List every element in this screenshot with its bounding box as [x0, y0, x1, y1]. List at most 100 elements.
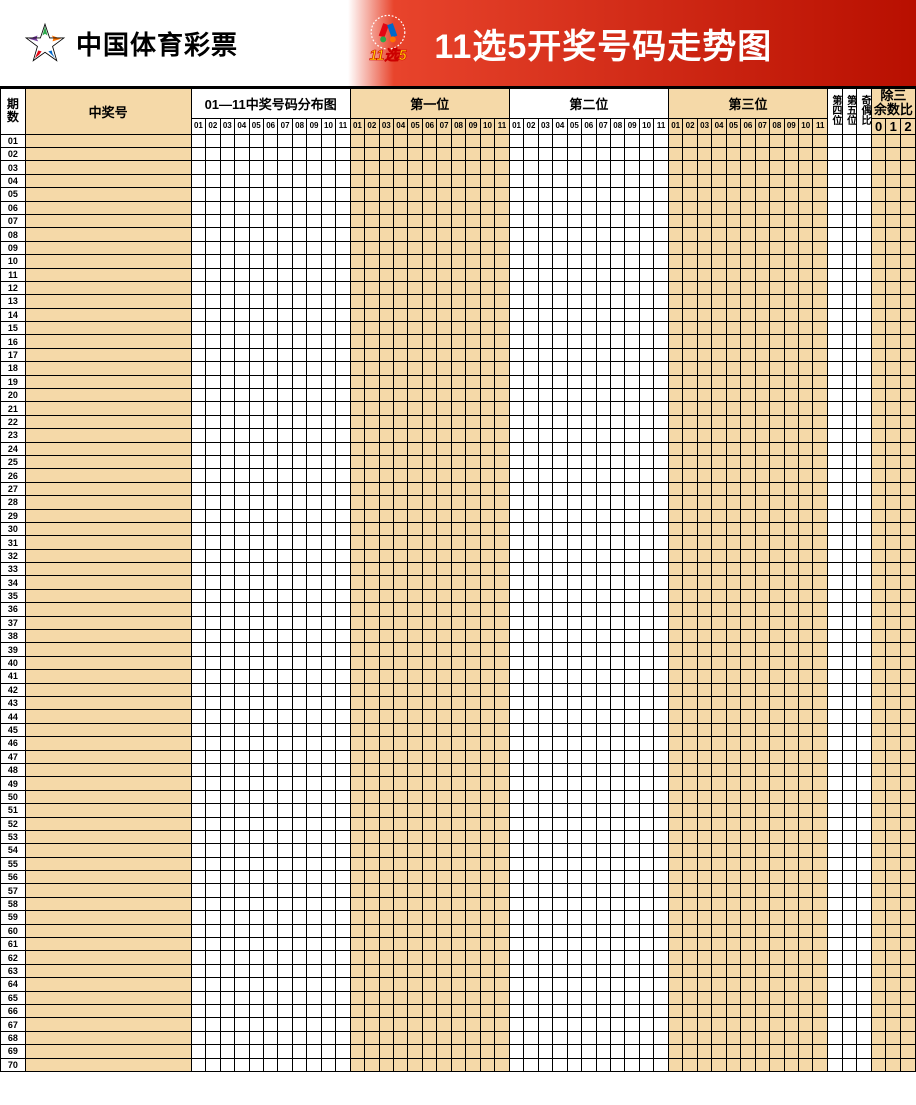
- grid-cell: [321, 281, 335, 294]
- grid-cell: [770, 737, 784, 750]
- grid-cell: [365, 442, 379, 455]
- grid-cell: [755, 804, 769, 817]
- grid-cell: [249, 616, 263, 629]
- grid-cell: [350, 897, 364, 910]
- grid-cell: [871, 844, 886, 857]
- grid-cell: [813, 429, 828, 442]
- grid-cell: [292, 268, 306, 281]
- grid-cell: [668, 255, 682, 268]
- grid-cell: [538, 951, 552, 964]
- grid-cell: [191, 576, 205, 589]
- grid-cell: [292, 750, 306, 763]
- grid-cell: [466, 817, 480, 830]
- grid-cell: [206, 790, 220, 803]
- grid-cell: [249, 817, 263, 830]
- grid-cell: [206, 228, 220, 241]
- grid-cell: [379, 228, 393, 241]
- grid-cell: [263, 268, 277, 281]
- table-row: 58: [1, 897, 916, 910]
- grid-cell: [900, 697, 915, 710]
- period-cell: 50: [1, 790, 26, 803]
- grid-cell: [610, 415, 624, 428]
- grid-cell: [871, 563, 886, 576]
- grid-cell: [813, 375, 828, 388]
- grid-cell: [350, 723, 364, 736]
- grid-cell: [480, 429, 494, 442]
- grid-cell: [596, 656, 610, 669]
- grid-cell: [610, 442, 624, 455]
- grid-cell: [610, 308, 624, 321]
- grid-cell: [379, 442, 393, 455]
- grid-cell: [379, 670, 393, 683]
- grid-cell: [379, 737, 393, 750]
- grid-cell: [451, 375, 465, 388]
- grid-cell: [625, 643, 639, 656]
- grid-cell: [206, 1058, 220, 1071]
- grid-cell: [350, 964, 364, 977]
- grid-cell: [524, 710, 538, 723]
- grid-cell: [538, 964, 552, 977]
- grid-cell: [799, 978, 813, 991]
- grid-cell: [365, 536, 379, 549]
- grid-cell: [770, 804, 784, 817]
- grid-cell: [828, 1004, 843, 1017]
- grid-cell: [365, 415, 379, 428]
- grid-cell: [712, 522, 726, 535]
- grid-cell: [249, 924, 263, 937]
- grid-cell: [697, 871, 711, 884]
- num-sub-header: 09: [625, 118, 639, 134]
- grid-cell: [206, 589, 220, 602]
- grid-cell: [654, 509, 669, 522]
- grid-cell: [784, 897, 798, 910]
- grid-cell: [596, 522, 610, 535]
- grid-cell: [480, 844, 494, 857]
- grid-cell: [307, 188, 321, 201]
- table-row: 37: [1, 616, 916, 629]
- grid-cell: [509, 522, 523, 535]
- grid-cell: [307, 536, 321, 549]
- grid-cell: [828, 174, 843, 187]
- grid-cell: [639, 804, 653, 817]
- grid-cell: [422, 737, 436, 750]
- grid-cell: [292, 442, 306, 455]
- grid-cell: [553, 188, 567, 201]
- grid-cell: [422, 281, 436, 294]
- grid-cell: [249, 214, 263, 227]
- grid-cell: [683, 697, 697, 710]
- grid-cell: [697, 415, 711, 428]
- grid-cell: [712, 241, 726, 254]
- grid-cell: [770, 830, 784, 843]
- grid-cell: [206, 348, 220, 361]
- grid-cell: [784, 147, 798, 160]
- grid-cell: [871, 871, 886, 884]
- grid-cell: [784, 830, 798, 843]
- grid-cell: [857, 415, 872, 428]
- grid-cell: [726, 763, 740, 776]
- period-cell: 09: [1, 241, 26, 254]
- grid-cell: [437, 938, 451, 951]
- grid-cell: [813, 991, 828, 1004]
- grid-cell: [220, 455, 234, 468]
- grid-cell: [437, 1004, 451, 1017]
- grid-cell: [408, 1058, 422, 1071]
- grid-cell: [408, 857, 422, 870]
- grid-cell: [336, 402, 350, 415]
- grid-cell: [321, 322, 335, 335]
- grid-cell: [422, 603, 436, 616]
- grid-cell: [610, 763, 624, 776]
- grid-cell: [813, 496, 828, 509]
- grid-cell: [639, 884, 653, 897]
- grid-cell: [336, 268, 350, 281]
- grid-cell: [871, 469, 886, 482]
- grid-cell: [538, 763, 552, 776]
- winning-cell: [25, 147, 191, 160]
- grid-cell: [263, 1018, 277, 1031]
- grid-cell: [784, 911, 798, 924]
- grid-cell: [857, 991, 872, 1004]
- grid-cell: [610, 1004, 624, 1017]
- grid-cell: [813, 871, 828, 884]
- grid-cell: [365, 710, 379, 723]
- grid-cell: [538, 857, 552, 870]
- grid-cell: [857, 911, 872, 924]
- grid-cell: [553, 710, 567, 723]
